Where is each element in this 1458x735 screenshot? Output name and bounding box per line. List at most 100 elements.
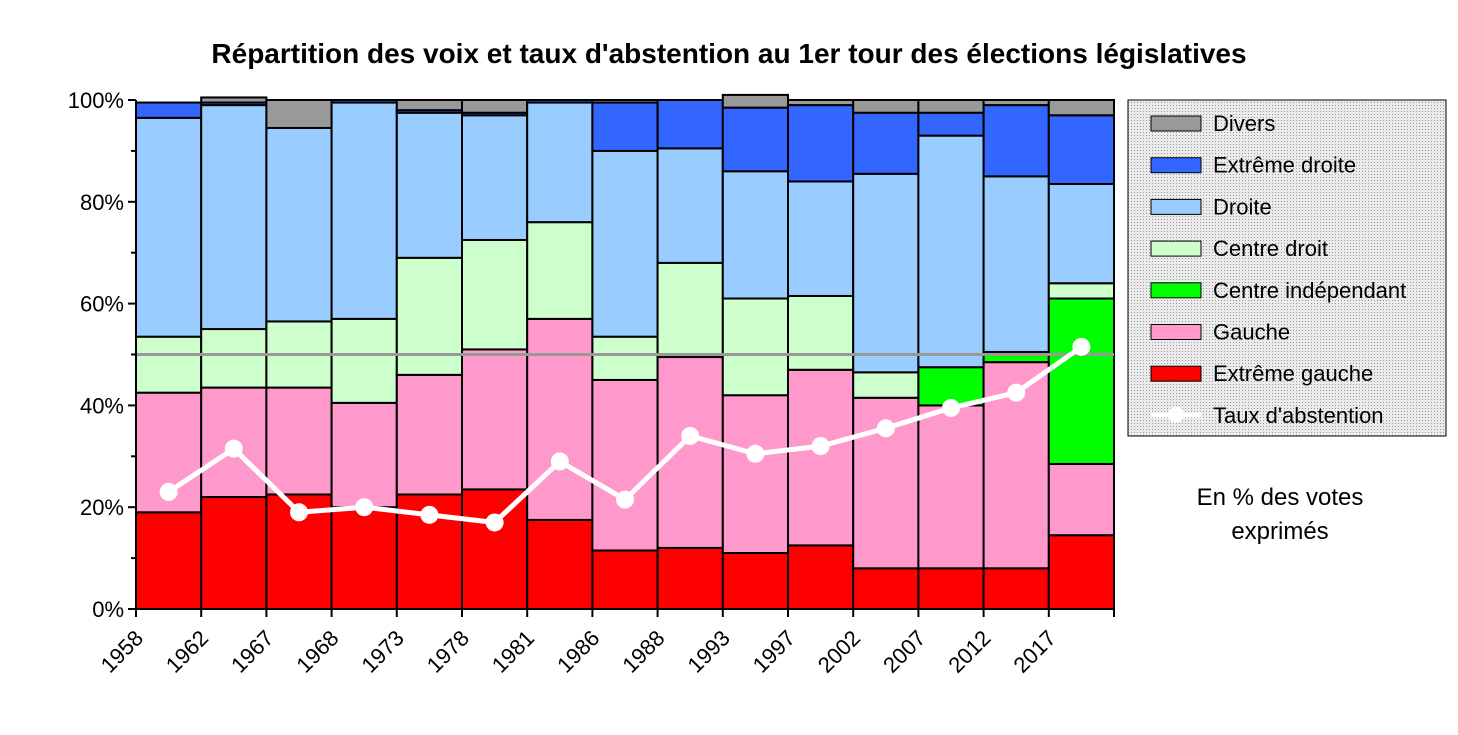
- legend-label-6: Extrême gauche: [1213, 361, 1373, 386]
- abstention-point-5: [485, 513, 504, 532]
- x-tick-label-8: 1988: [617, 625, 669, 677]
- bar-segment-6-5: [461, 99, 529, 114]
- bar-segment-3-6: [526, 221, 594, 320]
- x-tick-label-9: 1993: [683, 625, 735, 677]
- bar-segment-6-7: [591, 99, 659, 104]
- x-tick-label-3: 1968: [291, 625, 343, 677]
- legend-swatch-4: [1150, 282, 1202, 299]
- bar-segment-6-1: [200, 96, 268, 104]
- bar-segment-0-0: [135, 511, 203, 610]
- bar-segment-5-8: [656, 99, 724, 150]
- bar-segment-6-12: [917, 99, 985, 114]
- abstention-point-14: [1072, 337, 1091, 356]
- bar-segment-0-6: [526, 518, 594, 610]
- bar-segment-3-11: [852, 371, 920, 399]
- bar-segment-1-12: [917, 404, 985, 570]
- bar-segment-3-10: [787, 294, 855, 371]
- bar-segment-3-4: [395, 256, 463, 376]
- bar-segment-5-9: [721, 106, 789, 173]
- bar-segment-0-12: [917, 567, 985, 611]
- bar-segment-6-9: [721, 93, 789, 109]
- x-tick-label-11: 2002: [813, 625, 865, 677]
- abstention-point-11: [876, 419, 895, 438]
- bar-segment-6-11: [852, 99, 920, 114]
- bar-segment-5-6: [526, 99, 594, 104]
- bar-segment-6-4: [395, 99, 463, 112]
- legend-label-5: Gauche: [1213, 320, 1290, 345]
- bar-segment-1-8: [656, 356, 724, 549]
- x-tick-label-1: 1962: [161, 625, 213, 677]
- abstention-point-7: [616, 490, 634, 509]
- bar-segment-0-1: [200, 496, 268, 610]
- bar-segment-5-11: [852, 111, 920, 175]
- note-group: En % des votes exprimés: [1197, 484, 1364, 545]
- legend-label-0: Divers: [1213, 111, 1275, 136]
- x-tick-label-14: 2017: [1009, 625, 1061, 677]
- bar-segment-1-5: [461, 348, 529, 491]
- bar-segment-0-7: [591, 549, 659, 611]
- bar-segment-4-10: [787, 180, 855, 297]
- abstention-point-13: [1007, 383, 1026, 402]
- legend-swatch-3: [1150, 240, 1202, 257]
- bar-segment-6-14: [1047, 99, 1116, 117]
- y-tick-label-0: 0%: [92, 597, 124, 622]
- y-tick-label-1: 20%: [80, 495, 124, 520]
- bar-segment-4-6: [526, 101, 594, 224]
- bar-segment-5-0: [135, 101, 203, 119]
- abstention-point-3: [355, 498, 374, 517]
- legend-swatch-2: [1150, 198, 1202, 215]
- bar-segment-0-14: [1047, 534, 1116, 611]
- x-tick-label-13: 2012: [943, 625, 995, 677]
- bar-segment-0-5: [461, 488, 529, 611]
- x-tick-label-2: 1967: [226, 625, 278, 677]
- bar-segment-4-14: [1047, 182, 1116, 285]
- abstention-point-9: [746, 444, 765, 463]
- bar-segment-5-10: [787, 104, 855, 183]
- legend-label-4: Centre indépendant: [1213, 278, 1406, 303]
- x-tick-label-4: 1973: [357, 625, 409, 677]
- bar-segment-6-10: [787, 99, 855, 107]
- bar-segment-1-7: [591, 378, 659, 552]
- bar-segment-1-10: [787, 368, 855, 547]
- y-tick-label-4: 80%: [80, 190, 124, 215]
- bar-segment-5-3: [330, 99, 398, 104]
- bar-segment-0-9: [721, 552, 789, 611]
- chart-title: Répartition des voix et taux d'abstentio…: [211, 38, 1246, 69]
- bar-segment-3-3: [330, 317, 398, 404]
- abstention-point-2: [290, 503, 308, 522]
- abstention-point-6: [550, 452, 569, 471]
- legend-label-3: Centre droit: [1213, 236, 1328, 261]
- legend-swatch-0: [1150, 115, 1202, 132]
- legend-swatch-6: [1150, 365, 1202, 382]
- bar-segment-1-4: [395, 373, 463, 496]
- bar-segment-0-11: [852, 567, 920, 611]
- bar-segment-3-9: [721, 297, 789, 397]
- bar-segment-3-0: [135, 335, 203, 394]
- y-tick-label-5: 100%: [68, 88, 124, 113]
- bar-segment-4-13: [982, 175, 1050, 353]
- bar-segment-4-4: [395, 111, 463, 259]
- bar-segment-3-5: [461, 238, 529, 351]
- abstention-point-1: [224, 439, 243, 458]
- x-tick-label-5: 1978: [422, 625, 474, 677]
- bar-segment-3-1: [200, 328, 268, 389]
- bar-segment-4-3: [330, 101, 398, 320]
- y-tick-label-2: 40%: [80, 393, 124, 418]
- bar-segment-1-2: [265, 386, 333, 496]
- bar-segment-4-11: [852, 172, 920, 374]
- legend: Divers Extrême droite Droite Centre droit Ce…: [1127, 99, 1447, 437]
- x-tick-label-6: 1981: [487, 625, 539, 677]
- bar-segment-4-1: [200, 104, 268, 331]
- bar-segment-3-8: [656, 261, 724, 359]
- bar-segment-0-13: [982, 567, 1050, 611]
- bar-segment-5-13: [982, 104, 1050, 178]
- abstention-point-10: [811, 437, 830, 456]
- legend-label-1: Extrême droite: [1213, 153, 1356, 178]
- bar-segment-1-14: [1047, 462, 1116, 537]
- bar-segment-4-5: [461, 114, 529, 241]
- bar-segment-2-14: [1047, 297, 1116, 465]
- x-tick-label-10: 1997: [748, 625, 800, 677]
- bars-group: [135, 93, 1116, 611]
- bar-segment-4-0: [135, 116, 203, 338]
- bar-segment-4-2: [265, 126, 333, 323]
